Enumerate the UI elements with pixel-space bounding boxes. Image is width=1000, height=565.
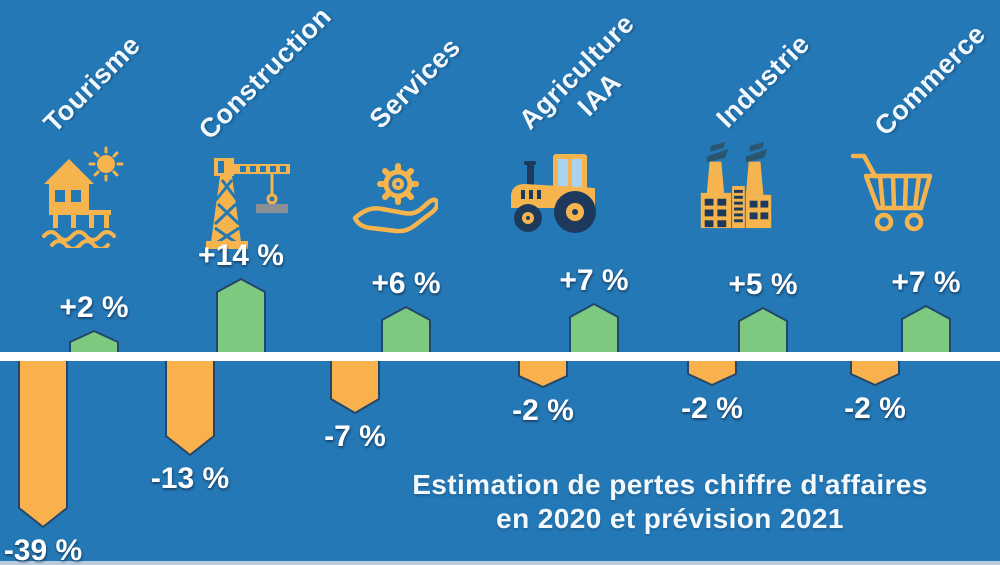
bar-down-2020-tourisme: [18, 359, 68, 528]
shopping-cart-icon: [848, 150, 936, 234]
pct-up-label-commerce: +7 %: [891, 266, 961, 299]
sector-label-line1: Services: [363, 31, 467, 135]
chart-title-line2: en 2020 et prévision 2021: [496, 503, 844, 534]
bar-down-2020-commerce: [850, 359, 900, 386]
sector-label-commerce: Commerce: [855, 5, 1000, 155]
tractor-icon: [503, 150, 611, 238]
sector-label-tourisme: Tourisme: [21, 13, 164, 156]
bar-up-2021-agriculture: [569, 303, 619, 355]
crane-icon: [196, 146, 294, 250]
factory-icon: [694, 142, 778, 232]
pct-up-label-agriculture: +7 %: [559, 264, 629, 297]
sector-label-line1: Tourisme: [37, 29, 147, 139]
pct-down-label-services: -7 %: [324, 420, 386, 453]
sector-label-line1: Industrie: [710, 28, 816, 134]
bar-up-2021-commerce: [901, 305, 951, 355]
hand-gear-icon: [352, 158, 438, 242]
zero-baseline: [0, 352, 1000, 361]
pct-up-label-services: +6 %: [371, 267, 441, 300]
bar-up-2021-industrie: [738, 307, 788, 355]
sector-label-industrie: Industrie: [692, 10, 835, 153]
bar-down-2020-industrie: [687, 359, 737, 386]
sector-label-services: Services: [344, 12, 487, 155]
pct-down-label-agriculture: -2 %: [512, 394, 574, 427]
bar-up-2021-construction: [216, 278, 266, 355]
pct-down-label-tourisme: -39 %: [3, 534, 83, 565]
pct-down-label-industrie: -2 %: [681, 392, 743, 425]
pct-down-label-commerce: -2 %: [844, 392, 906, 425]
beach-house-sun-icon: [40, 146, 130, 248]
sector-label-agriculture: Agriculture IAA: [498, 0, 678, 173]
pct-up-label-construction: +14 %: [198, 239, 284, 272]
bottom-edge-strip: [0, 561, 1000, 565]
pct-up-label-tourisme: +2 %: [59, 291, 129, 324]
sector-label-line1: Construction: [192, 0, 338, 146]
pct-down-label-construction: -13 %: [150, 462, 230, 495]
bar-down-2020-construction: [165, 359, 215, 456]
bar-up-2021-tourisme: [69, 330, 119, 355]
chart-title-line1: Estimation de pertes chiffre d'affaires: [412, 469, 928, 500]
sector-label-line1: Commerce: [868, 18, 992, 142]
bar-down-2020-agriculture: [518, 359, 568, 388]
bar-down-2020-services: [330, 359, 380, 414]
sector-label-construction: Construction: [183, 0, 347, 155]
bar-up-2021-services: [381, 306, 431, 355]
pct-up-label-industrie: +5 %: [728, 268, 798, 301]
chart-title: Estimation de pertes chiffre d'affaires …: [360, 468, 980, 536]
